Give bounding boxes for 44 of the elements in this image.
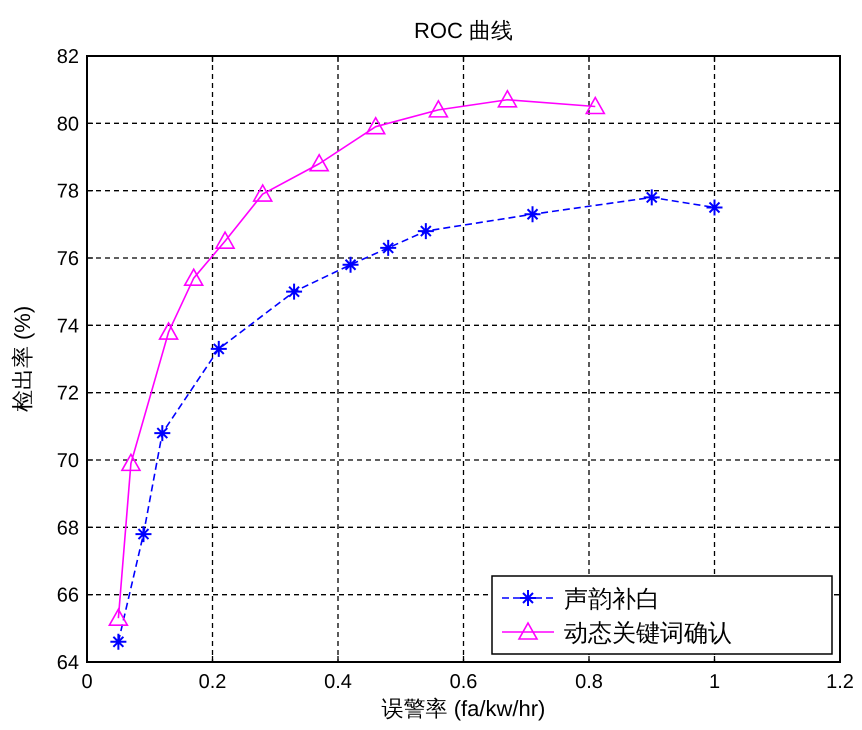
point	[252, 184, 272, 202]
x-tick-label: 0	[81, 671, 93, 693]
y-axis-title: 检出率 (%)	[10, 306, 35, 412]
point	[285, 282, 304, 301]
x-tick-label: 0.6	[450, 671, 478, 693]
point	[342, 256, 360, 274]
x-tick-label: 0.2	[198, 671, 226, 693]
y-tick-label: 82	[56, 46, 79, 68]
point	[585, 96, 606, 114]
x-axis-title: 误警率 (fa/kw/hr)	[382, 696, 546, 721]
y-tick-label: 66	[56, 584, 79, 607]
point	[121, 454, 141, 472]
x-tick-label: 0.8	[575, 671, 603, 693]
y-tick-label: 68	[56, 517, 79, 540]
y-tick-label: 74	[56, 315, 79, 338]
point	[428, 100, 448, 118]
x-tick-label: 1.2	[826, 671, 854, 693]
point	[379, 238, 398, 257]
point	[706, 198, 724, 216]
y-tick-label: 78	[56, 180, 79, 203]
legend-label: 动态关键词确认	[564, 620, 732, 647]
point	[498, 90, 518, 108]
point	[642, 188, 661, 206]
point	[524, 205, 542, 224]
point	[184, 268, 204, 286]
point	[416, 222, 435, 240]
point	[210, 340, 228, 358]
x-tick-label: 0.4	[324, 671, 352, 693]
y-tick-label: 76	[56, 248, 79, 270]
point	[153, 424, 172, 442]
y-tick-label: 70	[56, 450, 79, 472]
point	[309, 154, 329, 172]
point	[215, 231, 235, 249]
y-tick-label: 64	[56, 652, 79, 674]
x-tick-label: 1	[708, 671, 720, 693]
y-tick-label: 80	[56, 113, 79, 136]
chart-title: ROC 曲线	[414, 18, 513, 43]
point	[366, 116, 386, 134]
legend-label: 声韵补白	[564, 586, 660, 613]
y-tick-label: 72	[56, 382, 79, 405]
point	[109, 632, 128, 651]
point	[134, 525, 152, 544]
point	[158, 322, 178, 340]
point	[108, 608, 128, 626]
